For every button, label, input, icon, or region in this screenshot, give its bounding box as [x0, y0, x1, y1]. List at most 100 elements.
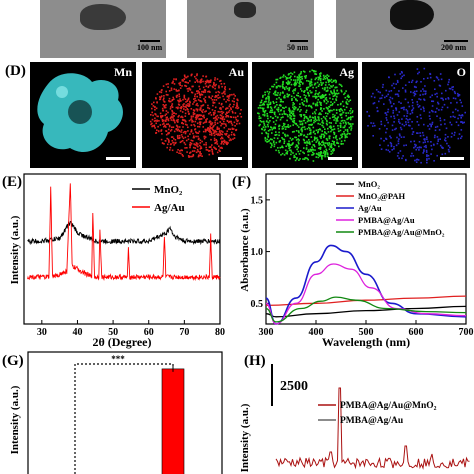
- eds-pixel: [171, 111, 174, 113]
- eds-pixel: [168, 124, 171, 127]
- eds-pixel: [394, 93, 397, 96]
- eds-pixel: [169, 108, 172, 110]
- eds-pixel: [312, 112, 314, 115]
- eds-pixel: [340, 90, 343, 93]
- x-tick-label: 700: [459, 327, 474, 338]
- eds-pixel: [393, 115, 395, 117]
- eds-pixel: [160, 96, 162, 99]
- eds-pixel: [324, 153, 327, 156]
- eds-pixel: [152, 105, 155, 107]
- eds-pixel: [282, 76, 284, 78]
- eds-pixel: [170, 119, 173, 121]
- eds-pixel: [290, 115, 293, 117]
- eds-pixel: [188, 119, 191, 122]
- eds-pixel: [328, 137, 331, 139]
- eds-pixel: [323, 95, 325, 97]
- eds-pixel: [338, 145, 340, 148]
- eds-pixel: [219, 114, 222, 116]
- eds-pixel: [194, 97, 196, 100]
- eds-pixel: [151, 111, 153, 114]
- eds-pixel: [340, 140, 343, 142]
- eds-pixel: [305, 75, 307, 77]
- eds-pixel: [328, 93, 331, 96]
- eds-pixel: [424, 138, 426, 140]
- eds-pixel: [220, 79, 222, 82]
- eds-pixel: [333, 89, 335, 91]
- eds-pixel: [292, 113, 294, 116]
- eds-pixel: [315, 86, 318, 89]
- eds-pixel: [337, 104, 339, 106]
- eds-pixel: [186, 88, 189, 90]
- eds-pixel: [321, 120, 324, 122]
- eds-pixel: [419, 132, 421, 134]
- eds-pixel: [259, 117, 262, 119]
- eds-pixel: [428, 111, 431, 114]
- eds-pixel: [458, 94, 461, 96]
- eds-pixel: [177, 103, 180, 106]
- eds-pixel: [223, 82, 226, 85]
- eds-pixel: [322, 82, 324, 84]
- eds-pixel: [232, 116, 235, 119]
- eds-pixel: [197, 135, 199, 138]
- eds-pixel: [192, 103, 194, 105]
- eds-pixel: [312, 149, 315, 151]
- eds-pixel: [279, 100, 282, 103]
- eds-pixel: [190, 91, 193, 94]
- eds-pixel: [202, 115, 205, 118]
- eds-pixel: [426, 159, 428, 161]
- eds-pixel: [269, 116, 272, 118]
- eds-pixel: [213, 139, 216, 142]
- eds-pixel: [194, 81, 196, 83]
- eds-pixel: [282, 91, 284, 93]
- eds-pixel: [342, 126, 345, 129]
- eds-pixel: [203, 114, 205, 117]
- bar-chart: *** Intensity (a.u.): [9, 351, 223, 474]
- eds-pixel: [200, 107, 202, 109]
- eds-pixel: [207, 104, 209, 107]
- eds-label-ag: Ag: [339, 65, 354, 79]
- eds-pixel: [292, 90, 294, 92]
- eds-pixel: [178, 134, 181, 137]
- eds-pixel: [163, 101, 166, 103]
- eds-pixel: [222, 95, 224, 98]
- eds-pixel: [219, 121, 221, 123]
- eds-pixel: [321, 155, 323, 158]
- eds-pixel: [216, 143, 219, 145]
- eds-pixel: [227, 95, 229, 98]
- eds-pixel: [272, 92, 275, 95]
- eds-pixel: [269, 109, 272, 112]
- eds-pixel: [288, 143, 290, 146]
- eds-pixel: [345, 101, 348, 103]
- eds-pixel: [261, 132, 263, 135]
- eds-pixel: [175, 90, 178, 92]
- eds-pixel: [339, 114, 342, 117]
- eds-pixel: [325, 93, 327, 96]
- eds-pixel: [202, 80, 204, 83]
- eds-pixel: [162, 109, 165, 112]
- eds-pixel: [292, 102, 294, 104]
- eds-pixel: [288, 109, 291, 111]
- eds-pixel: [325, 132, 328, 135]
- eds-pixel: [309, 133, 312, 135]
- eds-pixel: [294, 136, 296, 139]
- eds-pixel: [334, 79, 337, 81]
- eds-pixel: [208, 153, 211, 156]
- eds-pixel: [368, 115, 371, 117]
- eds-pixel: [315, 73, 318, 75]
- eds-pixel: [262, 120, 264, 123]
- eds-pixel: [328, 106, 330, 108]
- eds-pixel: [298, 135, 300, 137]
- eds-pixel: [304, 122, 307, 124]
- bar-2: [161, 368, 185, 474]
- series-line-pmba-agau-mno2: [265, 296, 467, 323]
- eds-pixel: [341, 100, 344, 103]
- eds-pixel: [227, 135, 229, 138]
- eds-pixel: [153, 125, 156, 128]
- eds-pixel: [205, 81, 208, 84]
- eds-pixel: [416, 101, 418, 103]
- eds-pixel: [293, 114, 295, 117]
- eds-pixel: [437, 101, 439, 104]
- eds-pixel: [206, 80, 208, 83]
- eds-pixel: [272, 141, 275, 144]
- eds-pixel: [167, 143, 169, 146]
